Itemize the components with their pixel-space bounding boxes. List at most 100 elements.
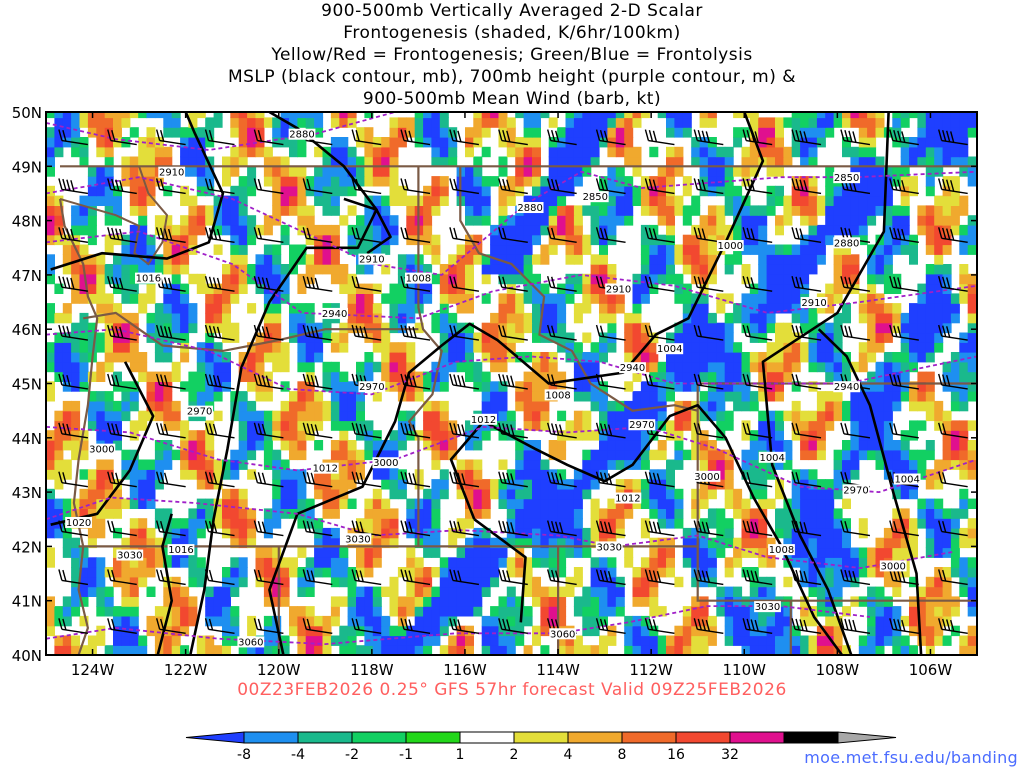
- frontogenesis-cell: [397, 606, 407, 617]
- frontogenesis-cell: [950, 391, 960, 402]
- frontogenesis-cell: [188, 224, 198, 236]
- frontogenesis-cell: [431, 322, 441, 334]
- frontogenesis-cell: [406, 518, 416, 529]
- frontogenesis-cell: [46, 352, 55, 363]
- frontogenesis-cell: [816, 576, 826, 588]
- frontogenesis-cell: [825, 352, 835, 363]
- frontogenesis-cell: [724, 185, 734, 197]
- wind-barb: [889, 422, 919, 439]
- frontogenesis-cell: [724, 176, 734, 187]
- frontogenesis-cell: [850, 567, 860, 578]
- height-contour-line: [46, 230, 977, 320]
- frontogenesis-cell: [917, 127, 927, 138]
- frontogenesis-cell: [104, 430, 114, 441]
- frontogenesis-cell: [423, 117, 433, 128]
- frontogenesis-cell: [825, 166, 835, 177]
- frontogenesis-cell: [775, 283, 784, 294]
- frontogenesis-cell: [724, 224, 734, 236]
- frontogenesis-cell: [138, 488, 148, 500]
- frontogenesis-cell: [674, 112, 684, 119]
- frontogenesis-cell: [222, 459, 231, 470]
- frontogenesis-cell: [113, 254, 122, 265]
- colorbar-label: 2: [510, 747, 519, 763]
- frontogenesis-cell: [959, 567, 969, 578]
- frontogenesis-cell: [138, 185, 148, 197]
- frontogenesis-cell: [180, 557, 190, 568]
- frontogenesis-cell: [356, 244, 365, 255]
- frontogenesis-cell: [163, 596, 173, 607]
- frontogenesis-cell: [364, 264, 374, 275]
- frontogenesis-cell: [640, 176, 650, 187]
- frontogenesis-cell: [858, 342, 868, 353]
- frontogenesis-cell: [959, 234, 969, 246]
- colorbar-swatch: [297, 731, 353, 744]
- frontogenesis-cell: [615, 586, 625, 597]
- frontogenesis-cell: [540, 488, 550, 500]
- frontogenesis-cell: [666, 205, 675, 216]
- frontogenesis-cell: [423, 244, 433, 255]
- frontogenesis-cell: [557, 606, 567, 617]
- frontogenesis-cell: [615, 508, 625, 519]
- frontogenesis-cell: [314, 567, 324, 578]
- frontogenesis-cell: [163, 264, 173, 275]
- frontogenesis-cell: [950, 400, 960, 412]
- frontogenesis-cell: [180, 215, 190, 226]
- frontogenesis-cell: [548, 312, 558, 324]
- wind-barb: [595, 618, 626, 634]
- frontogenesis-cell: [498, 625, 508, 637]
- frontogenesis-cell: [297, 440, 307, 451]
- frontogenesis-cell: [238, 527, 248, 539]
- frontogenesis-cell: [138, 205, 148, 216]
- frontogenesis-cell: [46, 615, 55, 627]
- frontogenesis-cell: [423, 440, 433, 451]
- frontogenesis-cell: [439, 293, 449, 304]
- title-line-5: 900-500mb Mean Wind (barb, kt): [362, 89, 662, 109]
- frontogenesis-cell: [381, 195, 391, 206]
- frontogenesis-cell: [205, 332, 215, 343]
- frontogenesis-cell: [800, 440, 810, 451]
- frontogenesis-cell: [230, 195, 240, 206]
- frontogenesis-cell: [62, 254, 72, 265]
- frontogenesis-cell: [490, 625, 500, 637]
- frontogenesis-cell: [942, 547, 952, 558]
- frontogenesis-cell: [766, 254, 776, 265]
- frontogenesis-cell: [640, 596, 650, 607]
- frontogenesis-cell: [950, 293, 960, 304]
- frontogenesis-cell: [615, 527, 625, 539]
- frontogenesis-cell: [448, 596, 458, 607]
- frontogenesis-cell: [666, 518, 675, 529]
- frontogenesis-cell: [816, 635, 826, 646]
- frontogenesis-cell: [465, 205, 474, 216]
- frontogenesis-cell: [423, 195, 433, 206]
- frontogenesis-cell: [230, 488, 240, 500]
- frontogenesis-cell: [666, 127, 675, 138]
- frontogenesis-cell: [540, 606, 550, 617]
- frontogenesis-cell: [934, 469, 944, 480]
- frontogenesis-cell: [188, 166, 198, 177]
- frontogenesis-cell: [674, 322, 684, 334]
- frontogenesis-cell: [959, 400, 969, 412]
- frontogenesis-cell: [800, 254, 810, 265]
- height-contour-label: 2880: [517, 203, 542, 214]
- frontogenesis-cell: [347, 322, 357, 334]
- frontogenesis-cell: [925, 547, 935, 558]
- frontogenesis-cell: [347, 625, 357, 637]
- height-contour-label: 2910: [359, 255, 384, 266]
- frontogenesis-cell: [858, 312, 868, 324]
- frontogenesis-cell: [523, 117, 533, 128]
- frontogenesis-cell: [272, 332, 282, 343]
- frontogenesis-cell: [87, 527, 97, 539]
- frontogenesis-cell: [406, 508, 416, 519]
- frontogenesis-cell: [649, 185, 659, 197]
- frontogenesis-cell: [775, 127, 784, 138]
- frontogenesis-cell: [682, 117, 692, 128]
- frontogenesis-cell: [238, 645, 248, 655]
- frontogenesis-cell: [883, 459, 893, 470]
- wind-barb: [791, 276, 822, 292]
- frontogenesis-cell: [808, 606, 818, 617]
- frontogenesis-cell: [448, 127, 458, 138]
- frontogenesis-cell: [71, 371, 81, 382]
- mslp-contour-line: [449, 403, 844, 655]
- frontogenesis-cell: [917, 391, 927, 402]
- frontogenesis-cell: [867, 625, 877, 637]
